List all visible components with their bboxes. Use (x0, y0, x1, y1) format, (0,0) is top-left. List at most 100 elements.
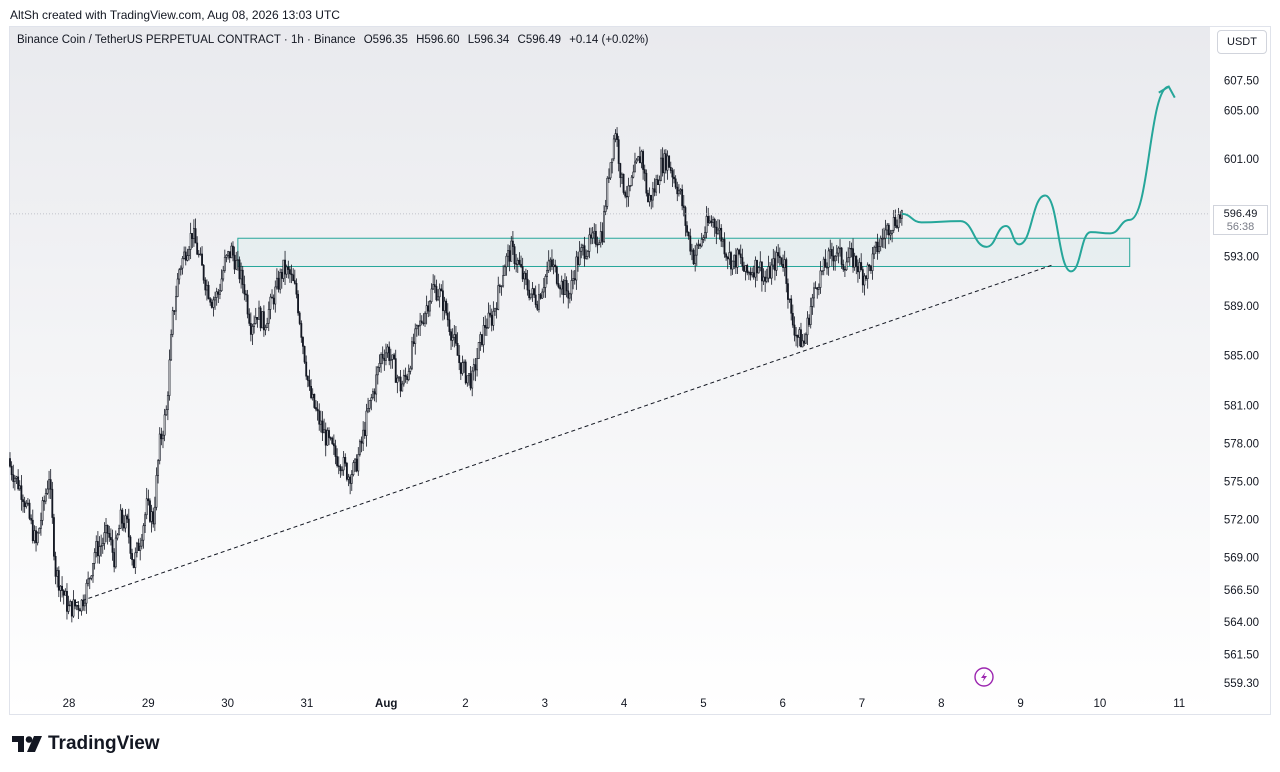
y-tick-label: 607.50 (1224, 76, 1259, 88)
candle-body (661, 157, 664, 174)
candle-body (12, 474, 15, 482)
candle-body (536, 304, 539, 310)
lightning-icon[interactable] (974, 667, 994, 687)
candle-body (235, 260, 238, 270)
candle-body (796, 335, 799, 338)
candle-body (149, 500, 151, 522)
candle-body (577, 256, 579, 265)
candle-body (315, 407, 317, 410)
candle-body (459, 362, 462, 374)
candle-body (176, 278, 179, 297)
ohlc-close: C596.49 (517, 34, 562, 46)
candle-body (471, 370, 474, 389)
candle-body (300, 323, 303, 338)
candle-body (144, 514, 147, 527)
candle-body (708, 220, 711, 224)
candle-body (826, 266, 828, 269)
candle-body (399, 376, 402, 392)
candle-body (267, 309, 270, 324)
candle-body (59, 585, 62, 591)
candle-body (179, 267, 182, 270)
candle-body (845, 261, 848, 271)
candle-body (896, 225, 898, 228)
candle-body (858, 262, 861, 273)
candle-body (801, 340, 804, 348)
y-tick-label: 559.30 (1224, 678, 1259, 690)
candle-body (308, 380, 311, 387)
candle-body (192, 228, 195, 239)
candle-body (67, 605, 70, 612)
candle-body (785, 259, 788, 284)
candle-body (20, 485, 23, 500)
candle-body (611, 158, 614, 163)
candle-body (757, 267, 760, 274)
candle-body (793, 324, 796, 336)
candle-body (640, 151, 643, 164)
candle-body (617, 139, 620, 164)
candle-body (196, 242, 199, 255)
candle-body (217, 291, 220, 295)
candle-body (422, 322, 425, 324)
brand-name: TradingView (48, 733, 160, 754)
candle-body (604, 205, 607, 212)
candle-body (677, 190, 680, 195)
candle-body (513, 246, 516, 264)
candle-body (713, 219, 716, 228)
candle-body (18, 485, 21, 490)
candle-body (806, 317, 809, 336)
x-tick-label: 6 (779, 698, 785, 710)
candle-body (510, 240, 513, 262)
candle-body (357, 454, 360, 472)
candle-body (197, 253, 200, 256)
candle-body (435, 286, 438, 301)
candle-body (627, 185, 630, 198)
candle-body (88, 577, 91, 580)
candle-body (385, 352, 387, 361)
candle-body (852, 248, 854, 268)
candle-body (874, 241, 877, 248)
candle-body (31, 519, 34, 542)
candle-body (417, 325, 420, 327)
candle-body (894, 217, 897, 226)
candle-body (484, 325, 487, 328)
chart-area[interactable] (9, 26, 1271, 715)
candle-body (508, 250, 511, 262)
x-tick-label: 9 (1017, 698, 1023, 710)
tradingview-logo[interactable]: TradingView (12, 733, 160, 755)
candle-body (490, 314, 493, 326)
candle-body (160, 433, 163, 440)
candle-body (175, 296, 177, 312)
candle-body (578, 250, 581, 265)
candle-body (529, 293, 532, 299)
candle-body (282, 259, 285, 279)
candle-body (79, 609, 81, 612)
candle-body (306, 375, 309, 381)
candle-body (358, 440, 361, 455)
candle-body (663, 153, 666, 174)
candle-body (691, 249, 693, 252)
candle-body (303, 346, 306, 363)
tradingview-logo-icon (12, 736, 42, 752)
candle-body (75, 605, 78, 607)
candle-body (889, 233, 892, 236)
y-tick-label: 589.00 (1224, 301, 1259, 313)
currency-button[interactable]: USDT (1217, 30, 1267, 54)
candle-body (552, 264, 555, 267)
candle-body (17, 476, 20, 490)
candle-body (774, 258, 776, 271)
candle-body (660, 157, 662, 181)
projection-path (901, 85, 1170, 273)
candle-body (344, 457, 347, 464)
candle-body (305, 361, 308, 377)
candle-body (624, 192, 627, 197)
candle-body (150, 511, 153, 522)
symbol-title[interactable]: Binance Coin / TetherUS PERPETUAL CONTRA… (17, 34, 356, 46)
candle-body (23, 501, 26, 507)
candle-body (601, 231, 604, 242)
candle-body (847, 257, 850, 263)
candle-body (209, 298, 212, 303)
candle-body (622, 173, 625, 193)
candle-body (857, 266, 859, 273)
candle-body (26, 502, 29, 505)
